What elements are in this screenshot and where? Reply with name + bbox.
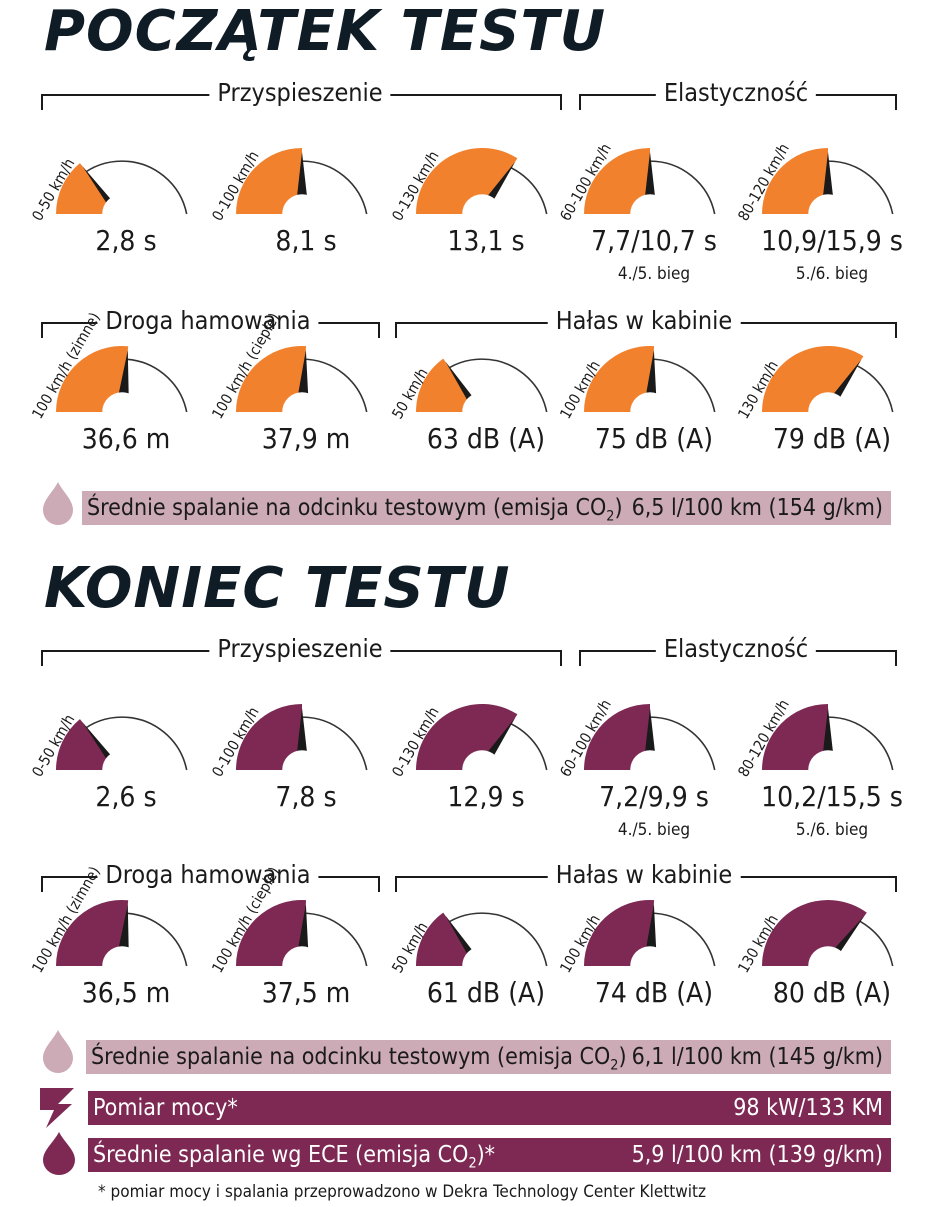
gauge-dial	[236, 148, 368, 234]
gauge	[56, 346, 188, 432]
ece-label: Średnie spalanie wg ECE (emisja CO2)*	[93, 1142, 496, 1172]
gauge	[762, 148, 894, 234]
gauge	[236, 899, 368, 986]
gauge-value: 75 dB (A)	[594, 422, 714, 455]
group-label-noise: Hałas w kabinie	[547, 308, 741, 333]
drop-icon	[43, 482, 73, 525]
gauge-dial	[416, 358, 548, 432]
gauge-dial	[762, 899, 894, 986]
section-title: POCZĄTEK TESTU	[44, 0, 607, 64]
group-label-accel: Przyspieszenie	[209, 80, 391, 105]
gauge	[55, 148, 188, 234]
group-label-accel: Przyspieszenie	[209, 636, 391, 661]
gauge-dial	[236, 899, 368, 986]
gauge-dial	[55, 160, 188, 234]
gauge-dial	[584, 345, 716, 432]
gauge-dial	[762, 346, 894, 432]
gauge-value: 36,5 m	[81, 976, 171, 1009]
ece-value: 5,9 l/100 km (139 g/km)	[631, 1142, 883, 1168]
consumption-bar: Średnie spalanie na odcinku testowym (em…	[86, 1040, 891, 1074]
drop-icon	[43, 1030, 73, 1073]
gauge	[584, 899, 716, 986]
gauge-dial	[56, 900, 188, 986]
gauge-value: 10,2/15,5 s	[761, 780, 903, 813]
gauge-value: 37,5 m	[261, 976, 351, 1009]
gauge	[416, 900, 548, 986]
gauge	[584, 345, 716, 432]
gauge	[416, 346, 548, 432]
gauge-value: 7,2/9,9 s	[599, 780, 709, 813]
gauge-value: 10,9/15,9 s	[761, 224, 903, 257]
gauge-gear-note: 4./5. bieg	[617, 264, 691, 284]
gauge	[236, 148, 368, 234]
consumption-label: Średnie spalanie na odcinku testowym (em…	[87, 495, 623, 525]
gauge	[584, 704, 716, 790]
gauge-dial	[584, 148, 716, 234]
gauge	[762, 899, 894, 986]
ece-bar: Średnie spalanie wg ECE (emisja CO2)* 5,…	[88, 1138, 891, 1172]
power-label: Pomiar mocy*	[93, 1095, 238, 1121]
gauge-value: 7,7/10,7 s	[591, 224, 717, 257]
gauge-value: 74 dB (A)	[594, 976, 714, 1009]
gauge-dial	[236, 345, 368, 432]
gauge	[762, 704, 894, 790]
gauge-value: 36,6 m	[81, 422, 171, 455]
group-label-braking: Droga hamowania	[97, 308, 319, 333]
section-title: KONIEC TESTU	[44, 556, 511, 621]
gauge-gear-note: 5./6. bieg	[795, 264, 869, 284]
power-bar: Pomiar mocy* 98 kW/133 KM	[88, 1091, 891, 1125]
gauge-value: 12,9 s	[447, 780, 525, 813]
gauge-value: 37,9 m	[261, 422, 351, 455]
gauge-value: 2,6 s	[95, 780, 157, 813]
consumption-label: Średnie spalanie na odcinku testowym (em…	[91, 1044, 627, 1074]
group-label-braking: Droga hamowania	[97, 862, 319, 887]
group-label-elastic: Elastyczność	[655, 636, 817, 661]
group-label-noise: Hałas w kabinie	[547, 862, 741, 887]
gauge-value: 2,8 s	[95, 224, 157, 257]
gauge	[236, 345, 368, 432]
gauge	[56, 900, 188, 986]
gauge-dial	[584, 704, 716, 790]
gauge	[55, 704, 188, 790]
footnote: * pomiar mocy i spalania przeprowadzono …	[98, 1182, 706, 1202]
gauge	[762, 346, 894, 432]
gauge-dial	[584, 899, 716, 986]
gauge-dial	[236, 704, 368, 790]
power-value: 98 kW/133 KM	[733, 1095, 883, 1121]
gauge-value: 79 dB (A)	[772, 422, 892, 455]
gauge-dial	[416, 704, 548, 790]
gauge-value: 8,1 s	[275, 224, 337, 257]
gauge-value: 61 dB (A)	[426, 976, 546, 1009]
gauge-dial	[56, 346, 188, 432]
lightning-icon	[40, 1088, 74, 1128]
gauge-dial	[762, 704, 894, 790]
gauge-dial	[416, 912, 548, 986]
consumption-value: 6,5 l/100 km (154 g/km)	[631, 495, 883, 521]
drop-icon	[43, 1132, 75, 1175]
gauge-value: 80 dB (A)	[772, 976, 892, 1009]
gauge-value: 7,8 s	[275, 780, 337, 813]
gauge	[416, 704, 548, 790]
gauge-dial	[55, 716, 188, 790]
consumption-bar: Średnie spalanie na odcinku testowym (em…	[82, 491, 891, 525]
gauge	[236, 704, 368, 790]
gauge-dial	[416, 148, 548, 234]
gauge	[584, 148, 716, 234]
gauge-gear-note: 5./6. bieg	[795, 820, 869, 840]
gauge-value: 13,1 s	[447, 224, 525, 257]
gauge-value: 63 dB (A)	[426, 422, 546, 455]
group-label-elastic: Elastyczność	[655, 80, 817, 105]
gauge-gear-note: 4./5. bieg	[617, 820, 691, 840]
consumption-value: 6,1 l/100 km (145 g/km)	[631, 1044, 883, 1070]
gauge-dial	[762, 148, 894, 234]
gauge	[416, 148, 548, 234]
